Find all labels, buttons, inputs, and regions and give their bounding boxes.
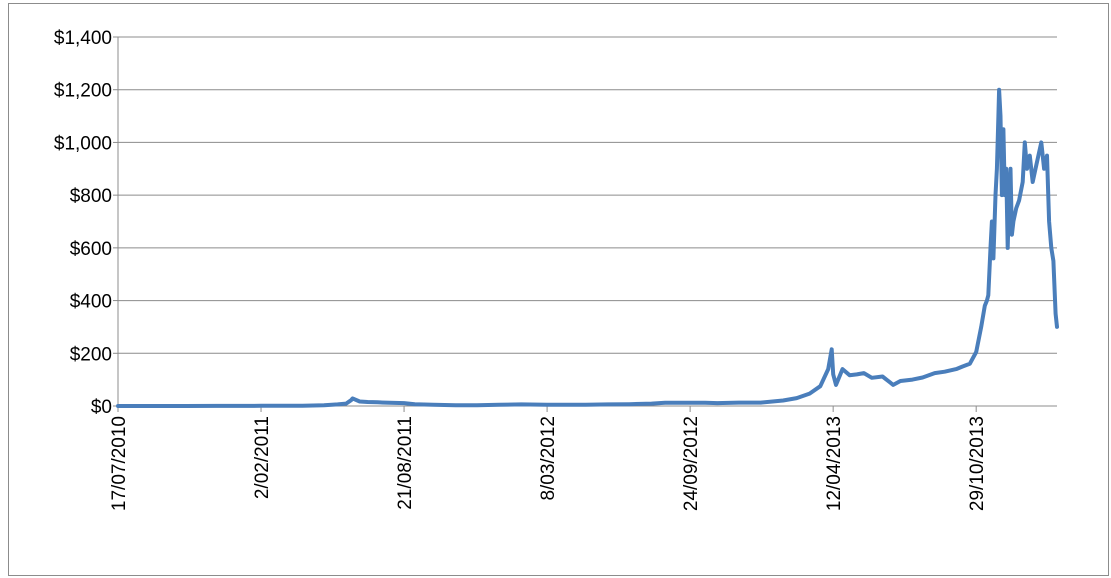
y-tick-label: $0 <box>91 397 112 418</box>
x-tick-label: 17/07/2010 <box>109 416 130 511</box>
series-layer <box>116 87 1059 408</box>
y-tick-label: $200 <box>70 344 112 365</box>
x-tick-label: 24/09/2012 <box>681 416 702 511</box>
y-tick-label: $1,200 <box>54 81 112 102</box>
y-tick-label: $400 <box>70 292 112 313</box>
y-tick-label: $800 <box>70 186 112 207</box>
x-tick-label: 29/10/2013 <box>967 416 988 511</box>
x-tick-label: 12/04/2013 <box>824 416 845 511</box>
y-tick-label: $1,400 <box>54 28 112 49</box>
x-tick-label: 2/02/2011 <box>252 416 273 499</box>
x-tick-label: 21/08/2011 <box>395 416 416 510</box>
y-tick-label: $1,000 <box>54 133 112 154</box>
y-axis-tick-labels: $0 $200 $400 $600 $800 $1,000 $1,200 $1,400 <box>54 28 112 418</box>
axes <box>113 36 1057 412</box>
x-axis-tick-labels: 17/07/2010 2/02/2011 21/08/2011 8/03/2012 24… <box>109 416 988 511</box>
y-tick-label: $600 <box>70 239 112 260</box>
chart-area <box>8 3 1109 576</box>
gridlines <box>118 36 1057 354</box>
x-tick-label: 8/03/2012 <box>538 416 559 501</box>
price-series-line <box>116 87 1059 408</box>
